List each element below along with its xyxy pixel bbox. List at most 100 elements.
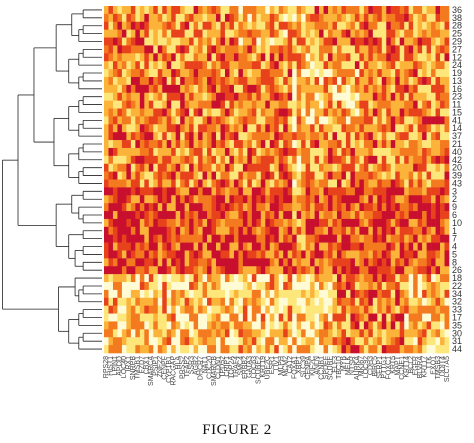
heatmap-cell <box>256 155 262 165</box>
heatmap-cell <box>121 69 127 78</box>
heatmap-cell <box>180 37 185 46</box>
heatmap-cell <box>287 274 293 283</box>
heatmap-cell <box>413 258 418 267</box>
heatmap-cell <box>247 155 253 165</box>
heatmap-cell <box>184 345 190 354</box>
heatmap-cell <box>139 108 145 117</box>
heatmap-cell <box>440 84 445 94</box>
heatmap-cell <box>372 250 378 259</box>
heatmap-cell <box>135 195 141 204</box>
heatmap-cell <box>198 274 203 283</box>
heatmap-cell <box>256 305 262 314</box>
heatmap-cell <box>242 147 248 157</box>
heatmap-cell <box>117 45 123 54</box>
heatmap-cell <box>319 211 324 220</box>
heatmap-cell <box>431 37 436 46</box>
heatmap-cell <box>189 116 194 125</box>
heatmap-cell <box>202 171 208 180</box>
heatmap-cell <box>440 242 445 251</box>
heatmap-cell <box>287 92 293 101</box>
heatmap-cell <box>363 163 369 172</box>
heatmap-cell <box>359 45 365 54</box>
heatmap-cell <box>336 140 342 149</box>
heatmap-cell <box>112 218 118 228</box>
heatmap-cell <box>440 92 445 101</box>
column-label: MLPH <box>278 356 285 375</box>
heatmap-cell <box>278 53 284 62</box>
heatmap-cell <box>256 234 262 243</box>
heatmap-cell <box>148 250 154 259</box>
heatmap-cell <box>269 116 275 125</box>
heatmap-cell <box>341 274 347 283</box>
heatmap-cell <box>440 147 445 157</box>
heatmap-cell <box>144 258 150 267</box>
heatmap-cell <box>381 313 387 322</box>
heatmap-cell <box>278 108 284 117</box>
heatmap-cell <box>292 203 297 212</box>
heatmap-cell <box>422 155 427 165</box>
heatmap-cell <box>287 163 293 172</box>
heatmap-cell <box>108 289 114 299</box>
heatmap-cell <box>238 140 244 149</box>
heatmap-cell <box>220 226 226 236</box>
heatmap-cell <box>104 226 109 236</box>
column-label: NTSR <box>350 356 357 375</box>
heatmap-cell <box>363 218 369 228</box>
heatmap-cell <box>395 108 401 117</box>
heatmap-cell <box>296 289 302 299</box>
heatmap-cell <box>260 6 266 15</box>
heatmap-cell <box>390 6 396 15</box>
heatmap-cell <box>341 45 347 54</box>
heatmap-cell <box>274 297 280 306</box>
heatmap-cell <box>211 218 217 228</box>
heatmap-cell <box>274 155 280 165</box>
heatmap-cell <box>247 337 253 346</box>
heatmap-cell <box>247 187 253 196</box>
heatmap-cell <box>162 92 168 101</box>
heatmap-cell <box>314 61 320 70</box>
heatmap-cell <box>153 305 159 314</box>
heatmap-cell <box>301 274 306 283</box>
heatmap-cell <box>408 171 414 180</box>
heatmap-cell <box>126 45 132 54</box>
heatmap-cell <box>408 179 414 188</box>
heatmap-cell <box>314 282 320 291</box>
heatmap-cell <box>363 6 369 15</box>
heatmap-cell <box>323 69 329 78</box>
heatmap-cell <box>148 226 154 236</box>
heatmap-cell <box>104 258 109 267</box>
heatmap-cell <box>435 84 441 94</box>
heatmap-cell <box>153 147 159 157</box>
heatmap-cell <box>426 195 432 204</box>
heatmap-cell <box>157 171 163 180</box>
column-label: GATA3 <box>247 356 254 378</box>
heatmap-cell <box>148 37 154 46</box>
heatmap-cell <box>305 132 311 141</box>
heatmap-cell <box>139 92 145 101</box>
row-label: 16 <box>452 84 462 94</box>
heatmap-cell <box>404 187 409 196</box>
heatmap-cell <box>224 69 230 78</box>
heatmap-cell <box>328 187 333 196</box>
heatmap-cell <box>444 140 450 149</box>
heatmap-cell <box>166 337 172 346</box>
heatmap-cell <box>148 305 154 314</box>
heatmap-cell <box>180 195 185 204</box>
heatmap-cell <box>260 171 266 180</box>
heatmap-cell <box>233 124 239 133</box>
heatmap-cell <box>247 29 253 38</box>
heatmap-cell <box>386 76 392 86</box>
heatmap-cell <box>166 218 172 228</box>
heatmap-cell <box>189 45 194 54</box>
heatmap-cell <box>104 45 109 54</box>
heatmap-cell <box>202 76 208 86</box>
heatmap-cell <box>224 187 230 196</box>
heatmap-cell <box>426 313 432 322</box>
heatmap-cell <box>171 37 176 46</box>
heatmap-cell <box>148 187 154 196</box>
heatmap-cell <box>171 234 176 243</box>
heatmap-cell <box>422 329 427 338</box>
heatmap-cell <box>368 29 374 38</box>
heatmap-cell <box>444 313 450 322</box>
heatmap-cell <box>224 282 230 291</box>
